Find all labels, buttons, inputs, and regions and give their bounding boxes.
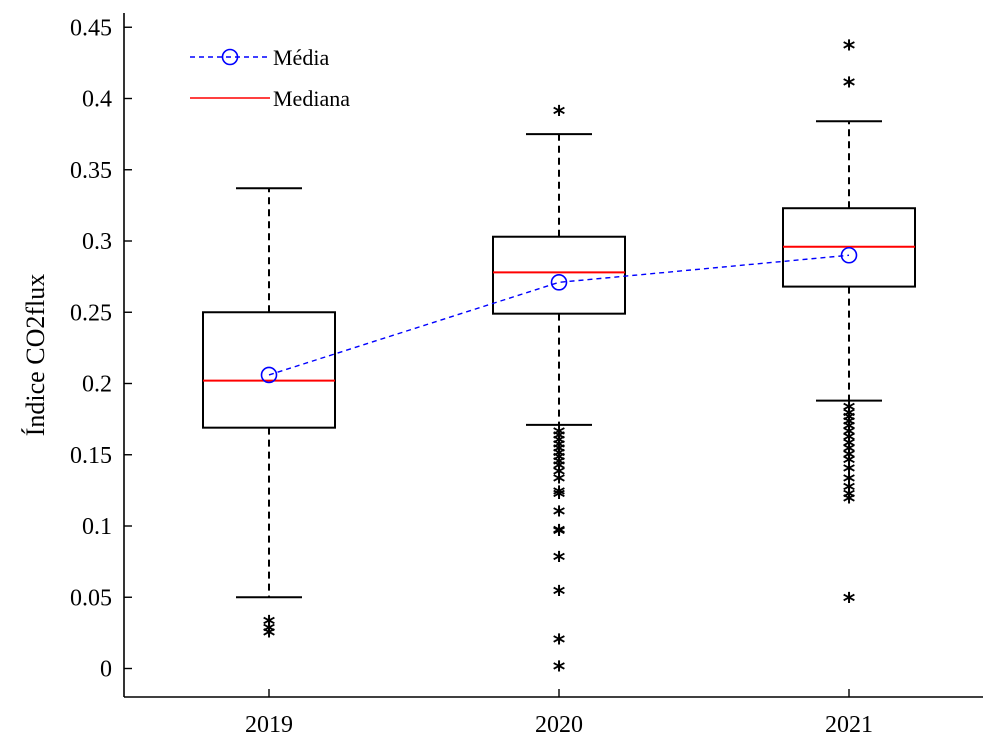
x-tick-label: 2020 — [535, 712, 583, 738]
y-tick-label: 0.3 — [82, 229, 112, 255]
outlier-marker: * — [843, 427, 856, 455]
outlier-marker: * — [843, 402, 856, 430]
outlier-marker: * — [843, 421, 856, 449]
legend-item-median: Mediana — [190, 86, 350, 111]
outlier-marker: * — [843, 458, 856, 486]
legend: Média Mediana — [190, 45, 350, 111]
outlier-marker: * — [553, 521, 566, 549]
y-tick-label: 0.35 — [70, 158, 112, 184]
outlier-marker: * — [553, 546, 566, 574]
outlier-marker: * — [553, 656, 566, 684]
outlier-marker: * — [843, 468, 856, 496]
mean-marker — [260, 366, 278, 384]
outlier-marker: * — [263, 618, 276, 646]
outlier-marker: * — [263, 610, 276, 638]
outlier-marker: * — [553, 425, 566, 453]
outlier-marker: * — [553, 442, 566, 470]
y-tick-label: 0.25 — [70, 300, 112, 326]
outlier-marker: * — [553, 481, 566, 509]
y-axis-title: Índice CO2flux — [21, 274, 50, 436]
outlier-marker: * — [553, 468, 566, 496]
legend-item-mean: Média — [190, 45, 329, 70]
outlier-marker: * — [843, 444, 856, 472]
box-2019: *** — [202, 187, 336, 650]
box-2021: ******************* — [782, 35, 916, 616]
outlier-marker: * — [843, 477, 856, 505]
y-tick-label: 0.4 — [82, 87, 112, 113]
outlier-marker: * — [843, 411, 856, 439]
outlier-marker: * — [553, 100, 566, 128]
outlier-marker: * — [553, 629, 566, 657]
iqr-box — [202, 311, 336, 429]
outlier-marker: * — [553, 430, 566, 458]
y-tick-label: 0 — [100, 657, 112, 683]
y-axis-ticks: 0 0.05 0.1 0.15 0.2 0.25 0.3 0.35 0.4 0.45 — [70, 15, 132, 683]
outlier-marker: * — [553, 501, 566, 529]
outlier-marker: * — [553, 421, 566, 449]
boxes-layer: ****************************************… — [202, 35, 916, 684]
outlier-marker: * — [843, 432, 856, 460]
outlier-marker: * — [843, 407, 856, 435]
outlier-marker: * — [553, 461, 566, 489]
outlier-marker: * — [843, 397, 856, 425]
outlier-marker: * — [553, 434, 566, 462]
y-tick-label: 0.45 — [70, 15, 112, 41]
outlier-marker: * — [553, 438, 566, 466]
outlier-marker: * — [843, 588, 856, 616]
y-tick-label: 0.05 — [70, 585, 112, 611]
outlier-marker: * — [553, 484, 566, 512]
outlier-marker: * — [553, 451, 566, 479]
y-tick-label: 0.2 — [82, 372, 112, 398]
outlier-marker: * — [843, 449, 856, 477]
outlier-marker: * — [553, 455, 566, 483]
outlier-marker: * — [553, 447, 566, 475]
box-2020: ********************* — [492, 100, 626, 684]
outlier-marker: * — [553, 519, 566, 547]
iqr-box — [492, 235, 626, 315]
outlier-marker: * — [843, 438, 856, 466]
outlier-marker: * — [843, 415, 856, 443]
legend-mean-marker — [221, 48, 239, 66]
mean-marker — [550, 274, 568, 291]
outlier-marker: * — [843, 488, 856, 516]
mean-layer — [260, 246, 858, 384]
mean-marker — [840, 246, 858, 264]
axes-frame — [123, 13, 983, 698]
y-tick-label: 0.1 — [82, 514, 112, 540]
outlier-marker: * — [843, 35, 856, 63]
outlier-marker: * — [263, 622, 276, 650]
x-tick-label: 2021 — [825, 712, 873, 738]
legend-median-label: Mediana — [273, 86, 350, 111]
x-tick-label: 2019 — [245, 712, 293, 738]
x-axis-ticks: 2019 2020 2021 — [245, 689, 873, 738]
outlier-marker: * — [843, 484, 856, 512]
outlier-marker: * — [843, 72, 856, 100]
outlier-marker: * — [553, 581, 566, 609]
mean-line — [268, 254, 850, 376]
legend-mean-label: Média — [273, 45, 329, 70]
y-tick-label: 0.15 — [70, 443, 112, 469]
